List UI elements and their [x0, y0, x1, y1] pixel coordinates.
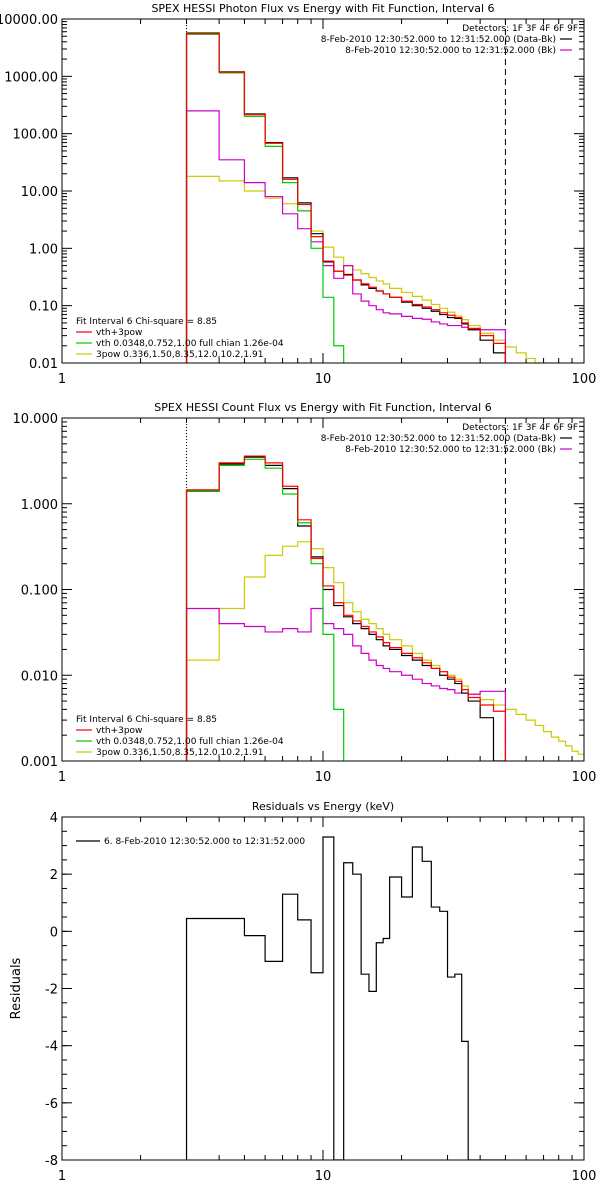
photon-y-tick-label: 10000.00	[0, 13, 58, 28]
photon-series-line	[185, 31, 345, 363]
photon-legend-fit-interval: Fit Interval 6 Chi-square = 8.85	[76, 317, 217, 327]
resid-y-tick-label: -6	[45, 1097, 58, 1112]
count-y-tick-label: 0.001	[21, 755, 58, 770]
resid-x-tick-label: 100	[572, 1169, 597, 1184]
resid-y-tick-label: 2	[50, 868, 58, 883]
photon-legend-entry: 8-Feb-2010 12:30:52.000 to 12:31:52.000 …	[321, 35, 556, 45]
photon-series-line	[185, 175, 552, 363]
count-title: SPEX HESSI Count Flux vs Energy with Fit…	[154, 401, 491, 414]
resid-x-tick-label: 1	[58, 1169, 66, 1184]
count-x-tick-label: 10	[315, 770, 332, 785]
photon-series-line	[185, 33, 507, 363]
resid-y-tick-label: 4	[50, 811, 58, 826]
count-legend-entry: 8-Feb-2010 12:30:52.000 to 12:31:52.000 …	[345, 445, 556, 455]
resid-series-line	[185, 836, 506, 1160]
resid-title: Residuals vs Energy (keV)	[252, 800, 394, 813]
photon-series-line	[185, 110, 507, 363]
photon-series-line	[185, 32, 507, 363]
photon-y-tick-label: 1000.00	[4, 70, 58, 85]
count-legend-entry: vth 0.0348,0.752,1.00 full chian 1.26e-0…	[96, 737, 284, 747]
count-series-line	[185, 455, 507, 761]
photon-legend-entry: vth+3pow	[96, 328, 142, 338]
count-plot-frame	[61, 417, 585, 762]
count-legend-entry: 8-Feb-2010 12:30:52.000 to 12:31:52.000 …	[321, 434, 556, 444]
resid-legend-entry: 6. 8-Feb-2010 12:30:52.000 to 12:31:52.0…	[104, 837, 305, 847]
photon-y-tick-label: 0.01	[29, 357, 58, 372]
resid-y-tick-label: 0	[50, 925, 58, 940]
resid-y-axis-label: Residuals	[9, 957, 24, 1019]
count-series-line	[185, 458, 345, 761]
resid-x-tick-label: 10	[315, 1169, 332, 1184]
photon-title: SPEX HESSI Photon Flux vs Energy with Fi…	[151, 2, 494, 15]
photon-legend-entry: 3pow 0.336,1.50,8.35,12.0,10.2,1.91	[96, 350, 263, 360]
count-x-tick-label: 100	[572, 770, 597, 785]
photon-plot-frame	[61, 18, 585, 364]
photon-legend-detectors: Detectors: 1F 3F 4F 6F 9F	[462, 24, 578, 34]
photon-y-tick-label: 10.00	[21, 185, 58, 200]
photon-x-tick-label: 10	[315, 372, 332, 387]
count-y-tick-label: 0.100	[21, 584, 58, 599]
count-y-tick-label: 1.000	[21, 498, 58, 513]
photon-legend-entry: 8-Feb-2010 12:30:52.000 to 12:31:52.000 …	[345, 46, 556, 56]
count-legend-entry: vth+3pow	[96, 726, 142, 736]
count-legend-detectors: Detectors: 1F 3F 4F 6F 9F	[462, 423, 578, 433]
count-y-tick-label: 10.000	[13, 412, 59, 427]
resid-y-tick-label: -8	[45, 1154, 58, 1169]
count-y-tick-label: 0.010	[21, 669, 58, 684]
photon-y-tick-label: 1.00	[29, 242, 58, 257]
photon-x-tick-label: 100	[572, 372, 597, 387]
count-series-line	[185, 541, 584, 761]
photon-y-tick-label: 0.10	[29, 300, 58, 315]
count-series-line	[185, 607, 507, 761]
photon-x-tick-label: 1	[58, 372, 66, 387]
resid-plot-frame	[61, 816, 585, 1161]
count-legend-entry: 3pow 0.336,1.50,8.35,12.0,10.2,1.91	[96, 748, 263, 758]
photon-y-tick-label: 100.00	[13, 128, 59, 143]
count-legend-fit-interval: Fit Interval 6 Chi-square = 8.85	[76, 715, 217, 725]
resid-y-tick-label: -2	[45, 983, 58, 998]
resid-y-tick-label: -4	[45, 1040, 58, 1055]
count-x-tick-label: 1	[58, 770, 66, 785]
photon-legend-entry: vth 0.0348,0.752,1.00 full chian 1.26e-0…	[96, 339, 284, 349]
